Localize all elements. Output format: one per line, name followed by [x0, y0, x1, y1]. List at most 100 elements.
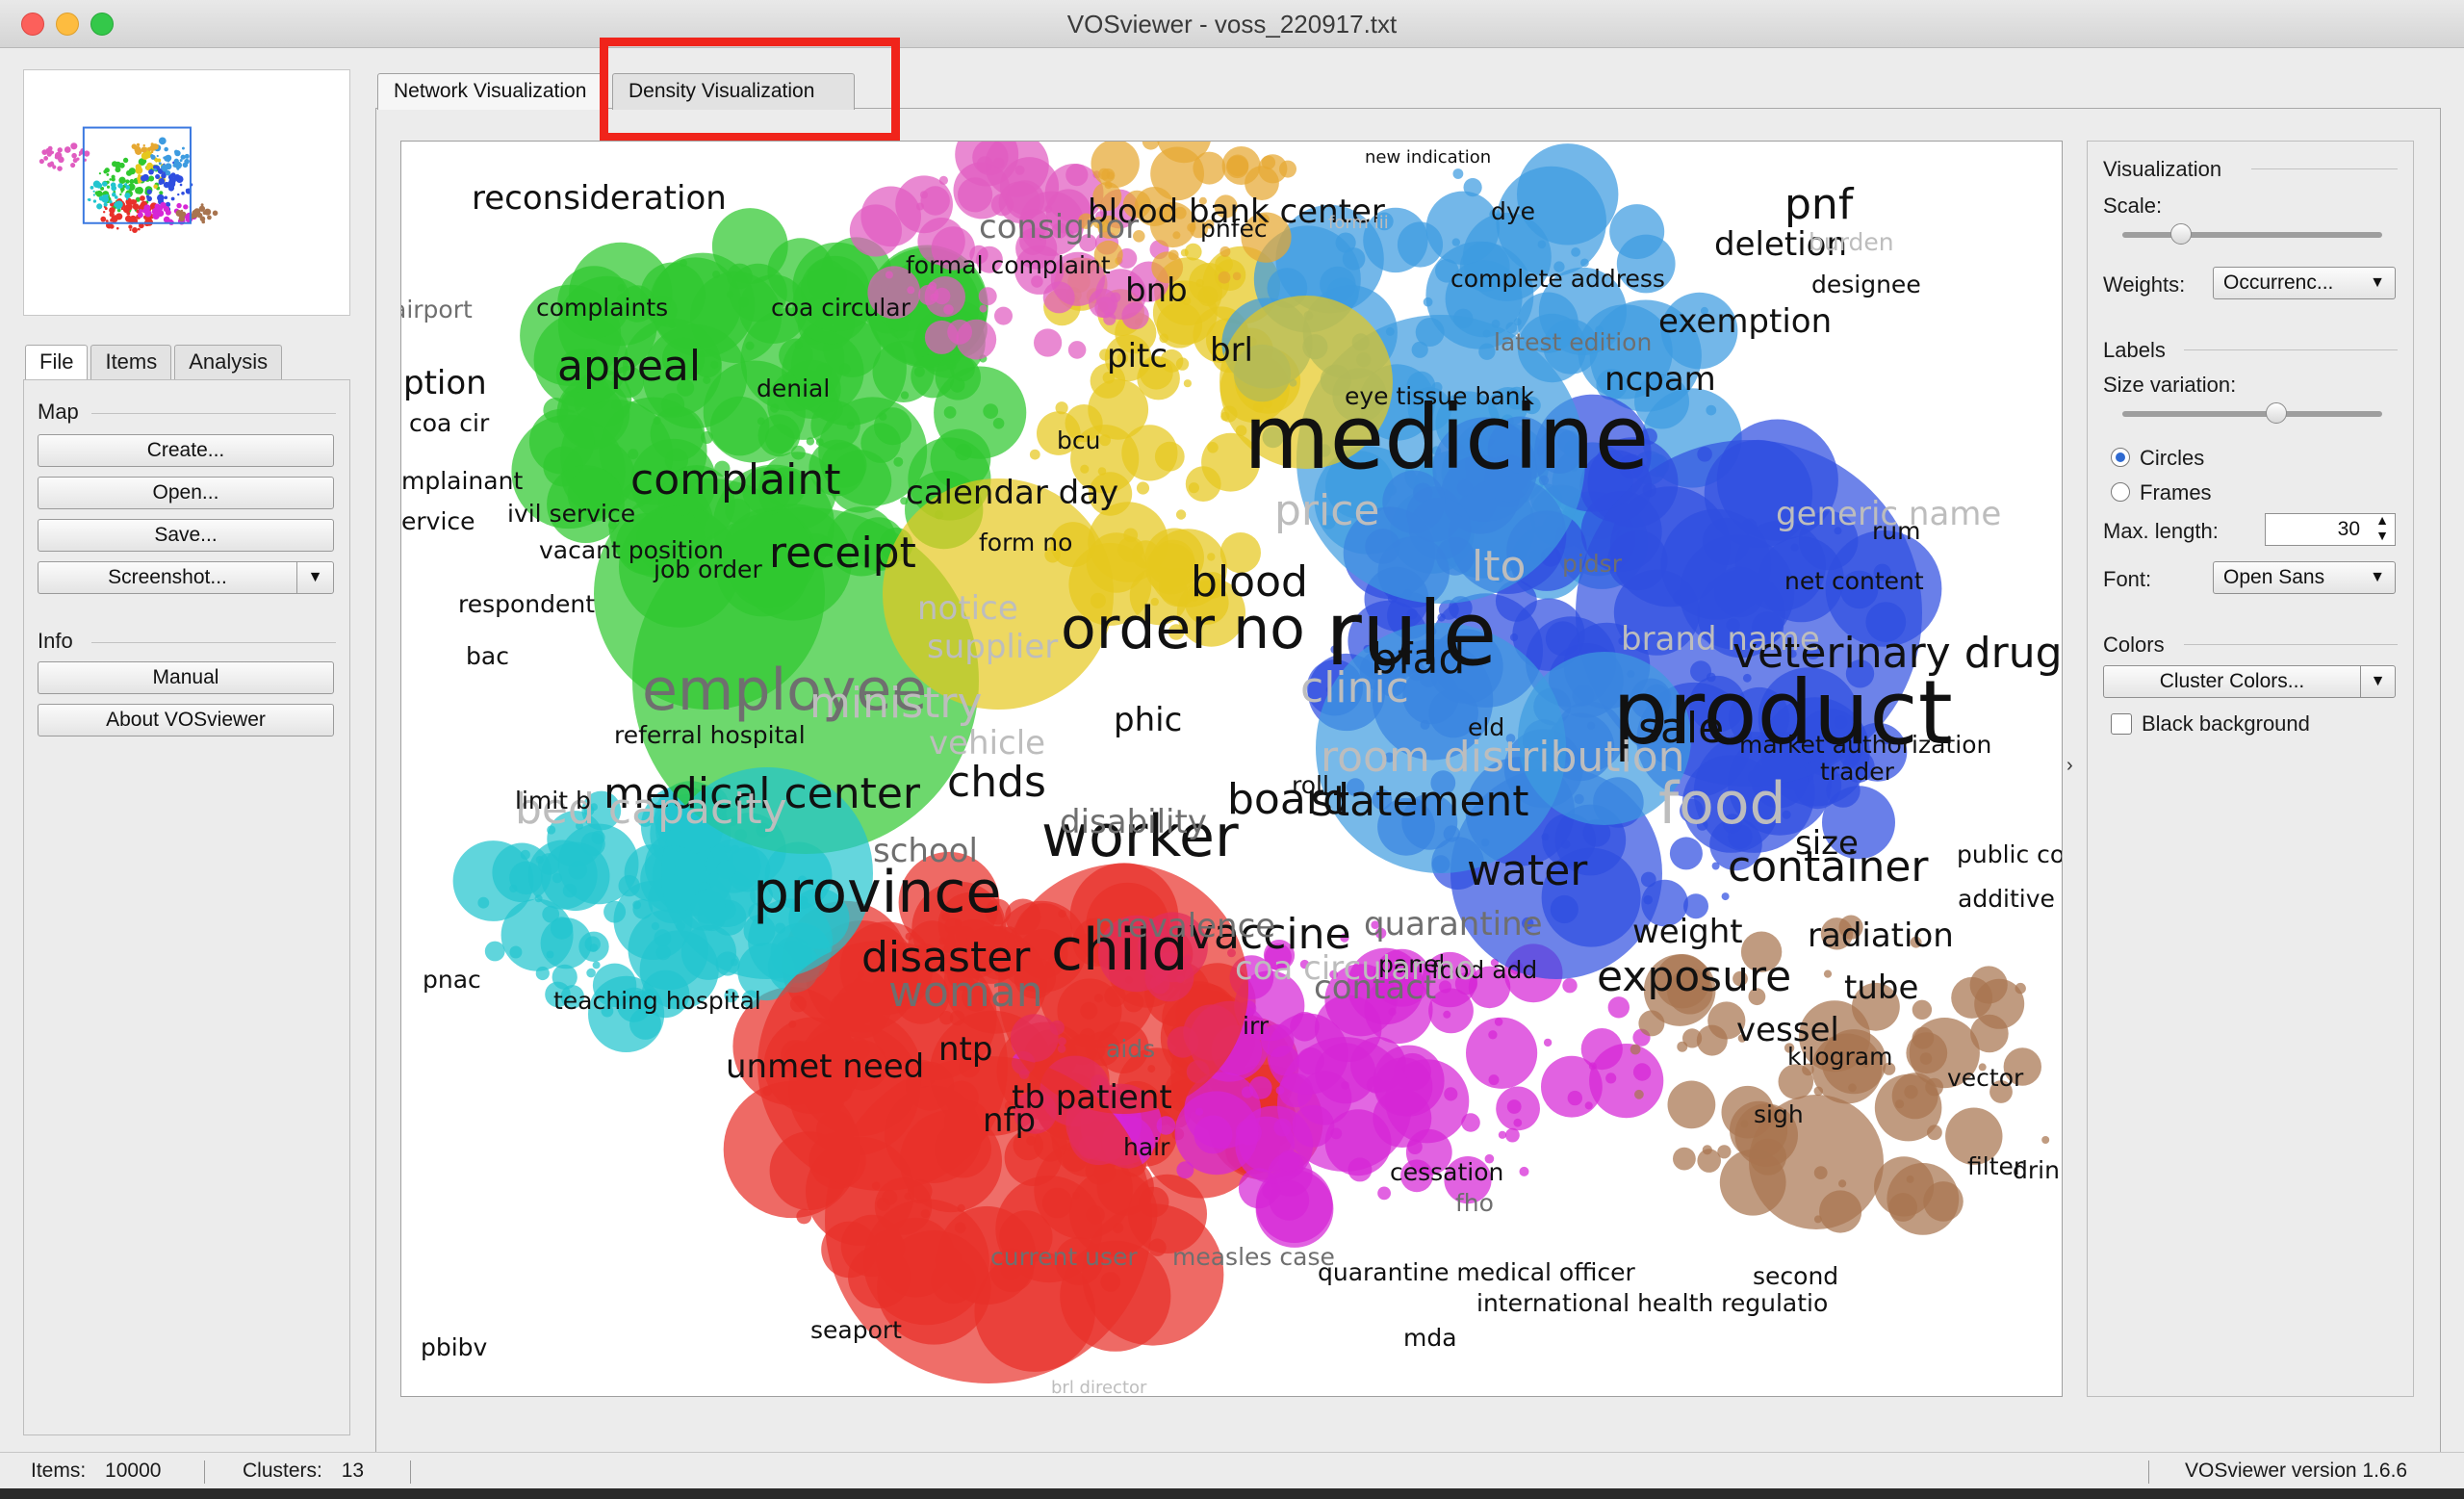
node-label[interactable]: vehicle — [929, 724, 1046, 762]
node-bubble[interactable] — [1290, 1012, 1320, 1042]
node-bubble[interactable] — [1510, 633, 1519, 642]
node-bubble[interactable] — [1015, 227, 1058, 270]
node-label[interactable]: quarantine — [1364, 905, 1543, 943]
node-label[interactable]: form no — [979, 529, 1073, 556]
node-label[interactable]: latest edition — [1494, 328, 1653, 356]
node-label[interactable]: eye tissue bank — [1345, 382, 1534, 410]
overview-map[interactable] — [23, 69, 350, 316]
node-bubble[interactable] — [1677, 1041, 1688, 1052]
node-bubble[interactable] — [1184, 243, 1202, 261]
node-bubble[interactable] — [941, 912, 950, 921]
node-bubble[interactable] — [1721, 892, 1730, 901]
node-bubble[interactable] — [1643, 954, 1716, 1026]
node-bubble[interactable] — [1461, 1113, 1480, 1132]
node-bubble[interactable] — [972, 142, 1009, 176]
node-label[interactable]: pnac — [423, 966, 481, 994]
node-bubble[interactable] — [1874, 1073, 1942, 1142]
node-label[interactable]: brand name — [1621, 620, 1820, 659]
node-label[interactable]: additive — [1958, 885, 2055, 913]
node-bubble[interactable] — [1034, 328, 1063, 357]
weights-select[interactable]: Occurrenc... ▼ — [2213, 267, 2396, 299]
node-bubble[interactable] — [934, 366, 1027, 459]
node-bubble[interactable] — [1553, 261, 1565, 272]
node-bubble[interactable] — [1044, 164, 1104, 222]
node-bubble[interactable] — [1102, 372, 1116, 384]
node-bubble[interactable] — [547, 465, 625, 543]
size-variation-slider[interactable] — [2122, 402, 2382, 424]
node-label[interactable]: complaint — [630, 455, 841, 504]
node-bubble[interactable] — [1156, 1116, 1176, 1135]
about-vosviewer-button[interactable]: About VOSviewer — [38, 704, 334, 737]
node-bubble[interactable] — [1974, 978, 2025, 1029]
node-bubble[interactable] — [653, 416, 661, 426]
node-label[interactable]: generic name — [1776, 495, 2002, 533]
node-bubble[interactable] — [1067, 341, 1087, 359]
node-bubble[interactable] — [911, 881, 1007, 976]
node-bubble[interactable] — [1732, 970, 1748, 987]
node-label[interactable]: calendar day — [906, 474, 1119, 512]
node-bubble[interactable] — [1065, 404, 1103, 443]
node-label[interactable]: quarantine medical officer — [1318, 1258, 1635, 1286]
node-bubble[interactable] — [477, 896, 490, 909]
node-bubble[interactable] — [1466, 1017, 1538, 1089]
node-bubble[interactable] — [1495, 580, 1537, 622]
node-bubble[interactable] — [1717, 1145, 1732, 1159]
node-bubble[interactable] — [1711, 862, 1720, 870]
node-bubble[interactable] — [1782, 810, 1791, 819]
node-bubble[interactable] — [1580, 1028, 1623, 1071]
node-bubble[interactable] — [757, 941, 1008, 1191]
node-bubble[interactable] — [1609, 204, 1665, 260]
node-bubble[interactable] — [1749, 1095, 1884, 1229]
node-label[interactable]: coa circular no — [1235, 949, 1476, 988]
node-bubble[interactable] — [1342, 247, 1366, 271]
node-bubble[interactable] — [1103, 312, 1116, 325]
node-bubble[interactable] — [1110, 292, 1121, 303]
node-bubble[interactable] — [520, 849, 530, 860]
node-bubble[interactable] — [1157, 142, 1212, 164]
node-bubble[interactable] — [594, 478, 825, 710]
node-bubble[interactable] — [1505, 1127, 1520, 1143]
node-bubble[interactable] — [900, 497, 909, 505]
node-bubble[interactable] — [1696, 819, 1708, 831]
node-bubble[interactable] — [560, 985, 584, 1009]
node-bubble[interactable] — [1607, 996, 1630, 1019]
node-label[interactable]: sale — [1638, 704, 1725, 753]
node-bubble[interactable] — [1218, 271, 1231, 284]
node-bubble[interactable] — [978, 287, 997, 306]
node-label[interactable]: supplier — [927, 628, 1059, 666]
node-bubble[interactable] — [1029, 449, 1040, 460]
node-bubble[interactable] — [1978, 1063, 1987, 1072]
node-bubble[interactable] — [1278, 1150, 1300, 1173]
node-bubble[interactable] — [677, 378, 695, 397]
node-label[interactable]: notice — [917, 589, 1018, 628]
node-label[interactable]: form iii — [1328, 213, 1389, 233]
node-bubble[interactable] — [958, 177, 993, 213]
node-bubble[interactable] — [1088, 378, 1149, 440]
cluster-colors-button[interactable]: Cluster Colors... ▼ — [2103, 665, 2396, 698]
node-bubble[interactable] — [1219, 532, 1261, 574]
node-bubble[interactable] — [1080, 464, 1090, 474]
node-bubble[interactable] — [1248, 1076, 1272, 1099]
collapse-panel-icon[interactable]: › — [2066, 755, 2073, 776]
node-bubble[interactable] — [1276, 962, 1286, 970]
node-bubble[interactable] — [1093, 240, 1123, 270]
node-label[interactable]: job order — [654, 556, 762, 583]
node-bubble[interactable] — [535, 966, 550, 981]
node-bubble[interactable] — [757, 414, 801, 457]
node-bubble[interactable] — [651, 921, 659, 931]
node-bubble[interactable] — [1104, 334, 1152, 382]
frames-radio[interactable] — [2111, 482, 2130, 502]
node-bubble[interactable] — [1374, 927, 1387, 939]
node-bubble[interactable] — [1468, 966, 1511, 1009]
node-bubble[interactable] — [916, 202, 924, 211]
node-bubble[interactable] — [1543, 1038, 1553, 1047]
circles-radio[interactable] — [2111, 448, 2130, 467]
node-bubble[interactable] — [484, 941, 505, 962]
node-bubble[interactable] — [1185, 581, 1229, 625]
node-bubble[interactable] — [1263, 940, 1296, 971]
node-bubble[interactable] — [975, 246, 1003, 273]
close-window-button[interactable] — [21, 13, 44, 36]
node-bubble[interactable] — [611, 365, 645, 399]
node-label[interactable]: rum — [1872, 517, 1921, 545]
black-background-checkbox[interactable] — [2111, 713, 2132, 735]
